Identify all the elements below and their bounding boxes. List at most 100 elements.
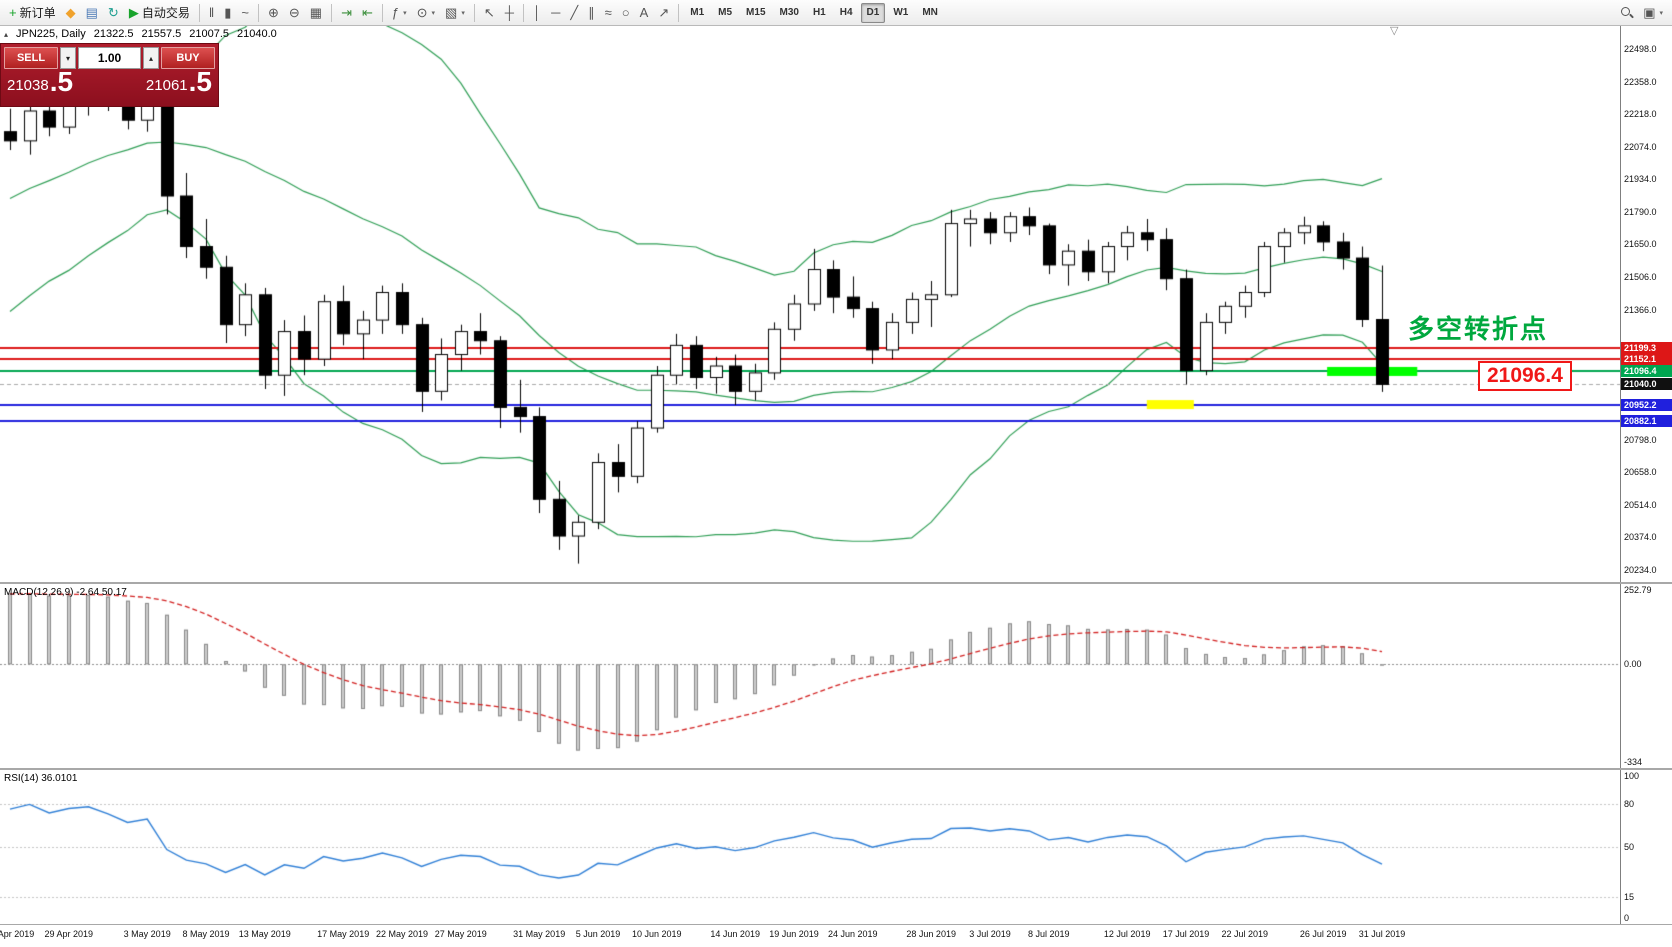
new-order-button[interactable]: + 新订单 [5, 2, 60, 24]
arrow-object-icon: ↗ [658, 5, 670, 20]
timeframe-m30-button[interactable]: M30 [774, 3, 805, 23]
volume-down-button[interactable]: ▾ [60, 47, 76, 69]
arrow-object-button[interactable]: ↗ [654, 2, 673, 24]
cursor-button[interactable]: ↖ [480, 2, 499, 24]
refresh-icon: ↻ [107, 5, 119, 20]
time-axis-label: 24 Apr 2019 [0, 929, 35, 939]
dropdown-arrow-icon: ▾ [1659, 9, 1663, 17]
bar-high-value: 21557.5 [141, 28, 182, 40]
buy-price-frac: .5 [188, 66, 212, 97]
rsi-axis: 100 80 50 15 0 [1620, 770, 1672, 924]
tile-windows-button[interactable]: ▦ [306, 2, 326, 24]
crosshair-icon: ┼ [504, 5, 514, 20]
zoom-out-button[interactable]: ⊖ [285, 2, 304, 24]
chart-header: ▴ JPN225, Daily 21322.5 21557.5 21007.5 … [4, 28, 277, 40]
pane-divider[interactable] [0, 582, 1672, 584]
autotrading-button[interactable]: ▶ 自动交易 [125, 2, 194, 24]
line-chart-view-button[interactable]: ~ [237, 2, 253, 24]
candlestick-view-button[interactable]: ▮ [220, 2, 235, 24]
zoom-in-button[interactable]: ⊕ [264, 2, 283, 24]
auto-scroll-icon: ⇥ [341, 5, 352, 20]
timeframe-d1-button[interactable]: D1 [860, 2, 886, 23]
crosshair-button[interactable]: ┼ [501, 2, 518, 24]
templates-icon: ▧ [445, 5, 458, 20]
toolbar-separator [678, 3, 680, 22]
price-tick-label: 20374.0 [1624, 532, 1657, 543]
trendline-button[interactable]: ╱ [566, 2, 582, 24]
price-tag-21040.0: 21040.0 [1621, 378, 1672, 391]
volume-input[interactable]: 1.00 [78, 47, 141, 69]
price-tick-label: 20798.0 [1624, 435, 1657, 445]
periods-button[interactable]: ⊙ ▾ [413, 2, 439, 24]
time-axis-label: 17 May 2019 [317, 929, 370, 939]
periods-icon: ⊙ [416, 5, 428, 20]
time-axis-label: 29 Apr 2019 [44, 929, 94, 939]
volume-up-button[interactable]: ▴ [143, 47, 159, 69]
zoom-out-icon: ⊖ [288, 5, 300, 20]
macd-axis: 252.79 0.00 -334 [1620, 584, 1672, 768]
ellipse-button[interactable]: ○ [618, 2, 634, 24]
tile-windows-icon: ▦ [309, 5, 323, 20]
timeframe-m5-button[interactable]: M5 [712, 3, 738, 23]
chart-shift-button[interactable]: ⇤ [358, 2, 377, 24]
buy-price[interactable]: 21061.5 [146, 66, 212, 97]
time-axis-label: 31 May 2019 [513, 929, 566, 939]
templates-button[interactable]: ▧ ▾ [441, 2, 469, 24]
vertical-line-icon: │ [532, 5, 542, 20]
horizontal-line-icon: ─ [551, 5, 561, 20]
chart-symbol-period: JPN225, Daily [16, 28, 86, 40]
timeframe-m15-button[interactable]: M15 [740, 3, 771, 23]
price-tick-label: 21506.0 [1624, 272, 1657, 283]
auto-scroll-button[interactable]: ⇥ [337, 2, 356, 24]
timeframe-w1-button[interactable]: W1 [887, 3, 914, 23]
time-axis-label: 12 Jul 2019 [1103, 929, 1151, 939]
fibonacci-retracement-button[interactable]: ≈ [601, 2, 616, 24]
time-axis-label: 8 May 2019 [182, 929, 230, 939]
equidistant-channel-button[interactable]: ∥ [584, 2, 599, 24]
dropdown-arrow-icon: ▾ [461, 9, 465, 17]
text-label-button[interactable]: A [636, 2, 653, 24]
refresh-button[interactable]: ↻ [104, 2, 123, 24]
indicators-list-button[interactable]: ƒ ▾ [388, 2, 411, 24]
price-tick-label: 21366.0 [1624, 304, 1657, 315]
pane-divider[interactable] [0, 768, 1672, 770]
horizontal-line-button[interactable]: ─ [547, 2, 564, 24]
dropdown-arrow-icon: ▾ [431, 9, 436, 17]
price-tick-label: 20514.0 [1624, 500, 1657, 511]
market-depth-button[interactable]: ▤ [82, 2, 102, 24]
search-button[interactable] [1616, 2, 1637, 24]
price-chart-pane: 22498.0 22358.0 22218.0 22074.0 21934.0 21790… [0, 26, 1672, 582]
window-layout-icon: ▣ [1643, 5, 1656, 20]
timeframe-m1-button[interactable]: M1 [684, 3, 710, 23]
sell-price[interactable]: 21038.5 [7, 67, 73, 95]
bar-chart-view-icon: ‖ [208, 5, 215, 20]
rsi-chart[interactable] [0, 770, 1620, 924]
indicators-list-icon: ƒ [391, 5, 400, 20]
new-order-icon: + [9, 5, 17, 20]
timeframe-mn-button[interactable]: MN [916, 3, 944, 23]
window-layout-button[interactable]: ▣ ▾ [1639, 2, 1667, 24]
price-tick-label: 21934.0 [1624, 174, 1657, 184]
rsi-axis-label: 0 [1624, 913, 1630, 923]
chart-shift-marker-icon[interactable]: ▽ [1390, 26, 1399, 37]
sell-price-int: 21038 [7, 77, 49, 95]
time-axis-label: 26 Jul 2019 [1299, 929, 1347, 939]
market-depth-icon: ▤ [85, 5, 98, 20]
price-tag-20882.1: 20882.1 [1621, 414, 1672, 427]
buy-button[interactable]: BUY [161, 47, 215, 69]
mql5-community-button[interactable]: ◆ [62, 2, 80, 24]
price-axis: 22498.0 22358.0 22218.0 22074.0 21934.0 21790… [1620, 26, 1672, 582]
candlestick-chart[interactable] [0, 26, 1620, 582]
time-axis-label: 3 Jul 2019 [969, 929, 1011, 939]
vertical-line-button[interactable]: │ [529, 2, 545, 24]
price-tick-label: 22074.0 [1624, 141, 1657, 152]
toolbar-separator [331, 3, 333, 22]
timeframe-h1-button[interactable]: H1 [807, 3, 832, 23]
macd-chart[interactable] [0, 584, 1620, 768]
chevron-down-icon: ▾ [65, 53, 70, 63]
sell-button[interactable]: SELL [4, 47, 58, 69]
timeframe-h4-button[interactable]: H4 [834, 3, 859, 23]
bar-chart-view-button[interactable]: ‖ [205, 2, 218, 24]
macd-axis-label: 0.00 [1624, 659, 1642, 670]
pane-divider [0, 924, 1672, 925]
